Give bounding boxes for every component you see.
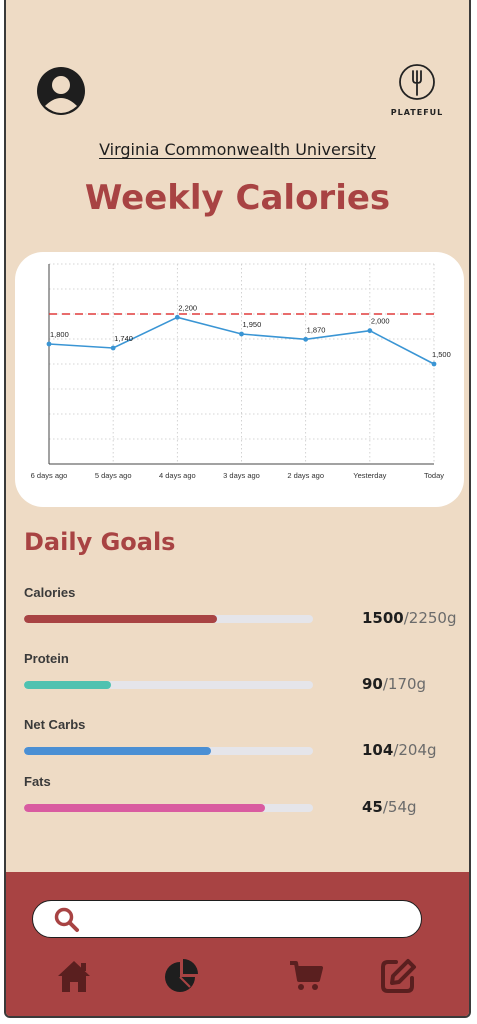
- nav-edit-button[interactable]: [378, 956, 418, 996]
- daily-goals-title: Daily Goals: [24, 528, 176, 556]
- app-screen: PLATEFUL Virginia Commonwealth Universit…: [4, 0, 471, 1018]
- goal-progress-track: [24, 681, 313, 689]
- data-label: 2,200: [178, 303, 197, 312]
- goal-total: /204g: [393, 741, 437, 759]
- x-tick-label: 5 days ago: [95, 471, 132, 480]
- goal-total: /170g: [382, 675, 427, 693]
- goal-progress-track: [24, 615, 313, 623]
- data-label: 1,740: [114, 334, 133, 343]
- goal-calories: Calories 1500/2250g: [24, 585, 464, 635]
- plateful-logo: PLATEFUL: [390, 62, 444, 118]
- data-point: [110, 345, 116, 351]
- university-link[interactable]: Virginia Commonwealth University: [99, 140, 376, 159]
- data-label: 1,870: [307, 325, 326, 334]
- weekly-calories-chart-card: 1,800 1,740 2,200 1,950 1,870 2,000 1,500 6 day…: [15, 252, 464, 507]
- profile-avatar-icon[interactable]: [36, 66, 86, 116]
- data-label: 1,950: [243, 320, 262, 329]
- goal-progress-track: [24, 747, 313, 755]
- pie-chart-icon: [165, 959, 198, 992]
- x-tick-label: 6 days ago: [31, 471, 68, 480]
- x-tick-label: 2 days ago: [287, 471, 324, 480]
- x-tick-label: Yesterday: [353, 471, 386, 480]
- home-icon: [58, 961, 90, 992]
- nav-home-button[interactable]: [54, 956, 94, 996]
- edit-icon: [381, 959, 416, 993]
- data-label: 1,500: [432, 350, 451, 359]
- goal-current: 1500: [362, 609, 404, 627]
- goal-value: 104/204g: [362, 741, 437, 759]
- data-point: [367, 328, 373, 334]
- goal-progress-track: [24, 804, 313, 812]
- goal-value: 1500/2250g: [362, 609, 457, 627]
- data-point: [239, 331, 244, 337]
- goal-current: 90: [362, 675, 383, 693]
- data-label: 2,000: [371, 317, 390, 326]
- logo-text: PLATEFUL: [390, 108, 444, 117]
- fork-logo-icon: [399, 64, 435, 100]
- goal-total: /2250g: [403, 609, 457, 627]
- goal-progress-fill: [24, 681, 111, 689]
- goal-progress-fill: [24, 747, 211, 755]
- goal-label: Calories: [24, 585, 76, 600]
- nav-cart-button[interactable]: [286, 956, 326, 996]
- x-tick-label: 3 days ago: [223, 471, 260, 480]
- search-icon[interactable]: [53, 906, 81, 939]
- goal-fats: Fats 45/54g: [24, 774, 464, 824]
- data-point: [46, 341, 52, 347]
- goal-current: 45: [362, 798, 383, 816]
- search-input[interactable]: [91, 907, 405, 933]
- goal-progress-fill: [24, 804, 265, 812]
- cart-icon: [290, 961, 323, 990]
- data-label: 1,800: [50, 330, 69, 339]
- goal-label: Protein: [24, 651, 69, 666]
- goal-label: Fats: [24, 774, 51, 789]
- goal-current: 104: [362, 741, 394, 759]
- goal-progress-fill: [24, 615, 217, 623]
- data-point: [303, 336, 309, 342]
- goal-label: Net Carbs: [24, 717, 86, 732]
- search-bar[interactable]: [32, 900, 422, 938]
- data-point: [174, 314, 180, 320]
- bottom-bar: [6, 872, 469, 1016]
- nav-stats-button[interactable]: [162, 956, 202, 996]
- x-tick-label: Today: [424, 471, 444, 480]
- x-tick-label: 4 days ago: [159, 471, 196, 480]
- goal-net-carbs: Net Carbs 104/204g: [24, 717, 464, 767]
- goal-protein: Protein 90/170g: [24, 651, 464, 701]
- data-point: [431, 361, 437, 367]
- page-title: Weekly Calories: [84, 178, 391, 218]
- weekly-calories-chart: 1,800 1,740 2,200 1,950 1,870 2,000 1,500 6 day…: [31, 263, 451, 480]
- goal-value: 45/54g: [362, 798, 417, 816]
- goal-total: /54g: [382, 798, 417, 816]
- goal-value: 90/170g: [362, 675, 426, 693]
